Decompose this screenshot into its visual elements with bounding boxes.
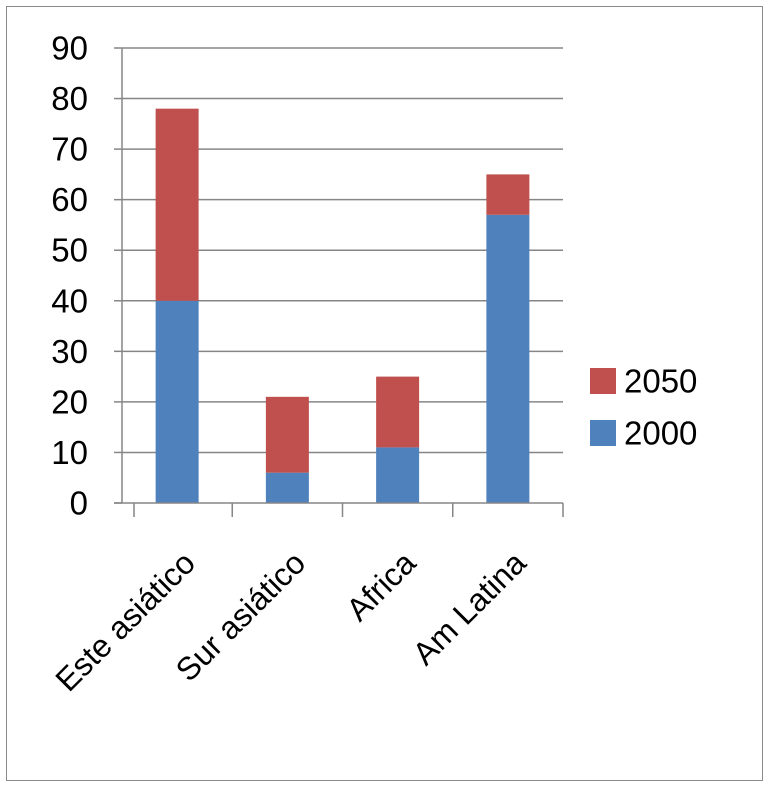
legend-label-2000: 2000 bbox=[624, 415, 697, 452]
y-tick-label: 70 bbox=[51, 131, 88, 168]
legend-swatch-2000 bbox=[590, 420, 616, 446]
y-tick-label: 40 bbox=[51, 282, 88, 319]
bar-2050-1 bbox=[265, 396, 309, 473]
y-tick-label: 60 bbox=[51, 181, 88, 218]
legend-swatch-2050 bbox=[590, 368, 616, 394]
bar-2000-2 bbox=[376, 447, 420, 503]
bar-2000-0 bbox=[155, 300, 199, 503]
y-tick-label: 30 bbox=[51, 333, 88, 370]
y-tick-label: 50 bbox=[51, 232, 88, 269]
y-tick-label: 10 bbox=[51, 434, 88, 471]
bars bbox=[155, 108, 530, 504]
legend-label-2050: 2050 bbox=[624, 363, 697, 400]
x-tick-label: Am Latina bbox=[405, 544, 532, 671]
y-tick-label: 80 bbox=[51, 80, 88, 117]
axes bbox=[114, 48, 564, 517]
bar-2050-3 bbox=[486, 174, 530, 215]
bar-2000-1 bbox=[265, 472, 309, 503]
y-tick-label: 0 bbox=[70, 485, 88, 522]
y-tick-label: 20 bbox=[51, 383, 88, 420]
bar-2050-0 bbox=[155, 108, 199, 301]
y-tick-labels: 0 10 20 30 40 50 60 70 80 90 bbox=[51, 30, 88, 522]
legend: 2050 2000 bbox=[590, 363, 697, 452]
y-tick-label: 90 bbox=[51, 30, 88, 67]
bar-2000-3 bbox=[486, 214, 530, 504]
x-tick-label: Este asiático bbox=[48, 544, 202, 698]
bar-2050-2 bbox=[376, 376, 420, 448]
x-tick-label: Africa bbox=[339, 544, 422, 627]
